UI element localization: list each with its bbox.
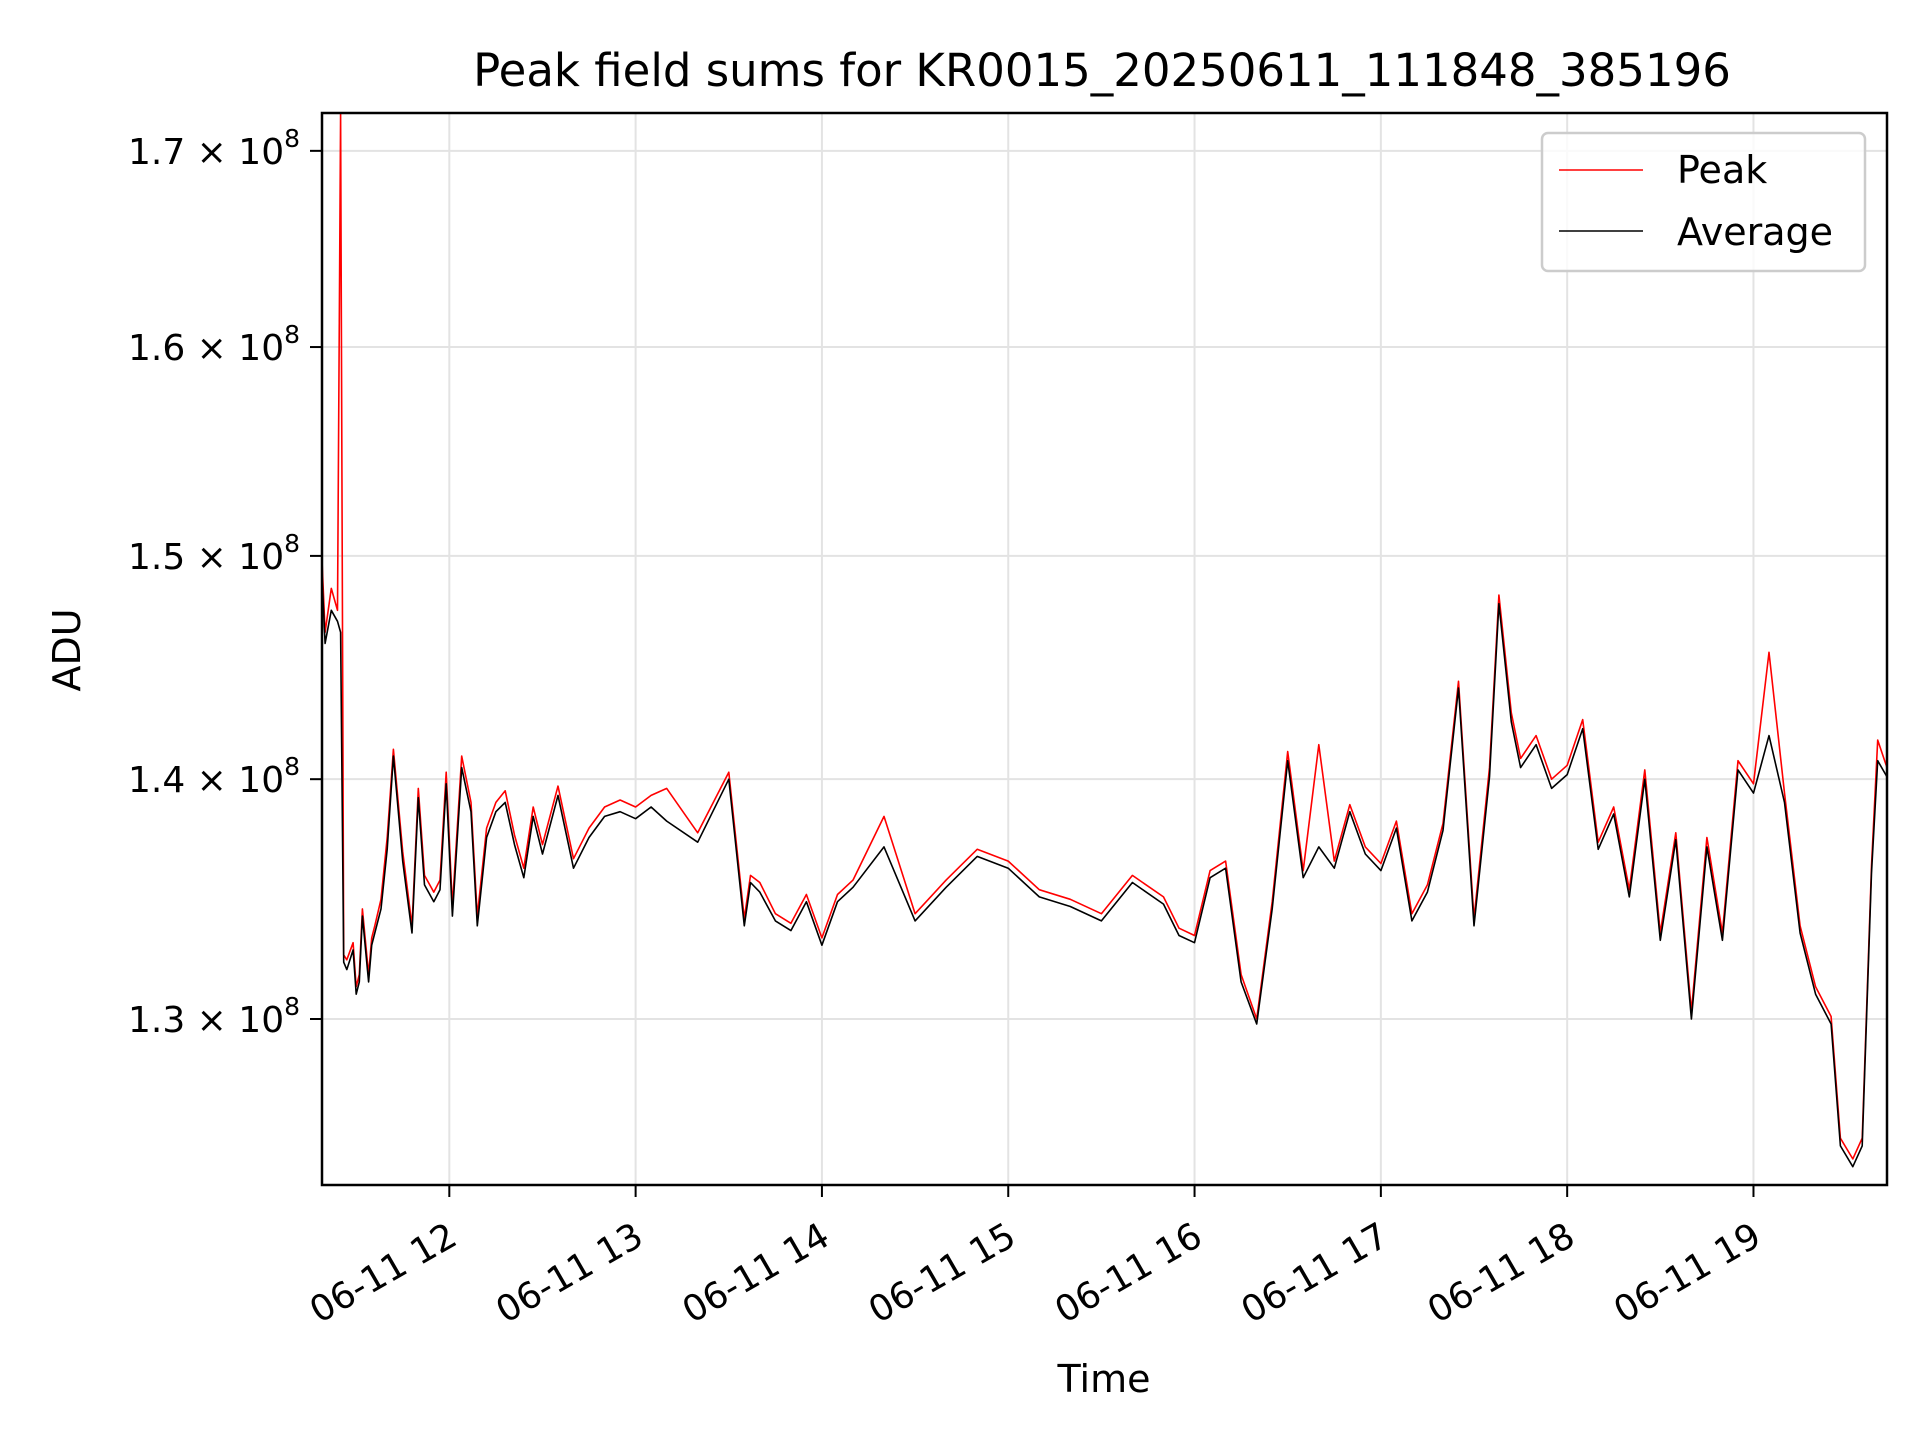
- y-tick-exponent: 8: [284, 752, 300, 781]
- y-tick-label: 1.7 × 108: [128, 124, 300, 173]
- y-tick-mantissa: 1.4: [128, 760, 185, 801]
- y-tick-exponent: 8: [284, 124, 300, 153]
- y-tick-label: 1.4 × 108: [128, 752, 300, 801]
- y-tick-label: 1.3 × 108: [128, 992, 300, 1041]
- y-tick-base: × 10: [185, 537, 284, 578]
- x-axis-label: Time: [1057, 1357, 1151, 1401]
- plot-frame: [320, 111, 1889, 1187]
- y-axis-label: ADU: [45, 608, 89, 691]
- y-tick-mantissa: 1.5: [128, 537, 185, 578]
- legend: Peak Average: [1540, 131, 1867, 273]
- chart-title: Peak field sums for KR0015_20250611_1118…: [473, 44, 1731, 97]
- y-tick-exponent: 8: [284, 529, 300, 558]
- grid-lines: [322, 113, 1887, 1185]
- series-layer: [322, 113, 1887, 1168]
- series-average-line: [322, 577, 1887, 1168]
- y-tick-mantissa: 1.7: [128, 132, 185, 173]
- y-tick-base: × 10: [185, 1000, 284, 1041]
- y-tick-base: × 10: [185, 132, 284, 173]
- y-tick-base: × 10: [185, 760, 284, 801]
- y-tick-exponent: 8: [284, 320, 300, 349]
- legend-average-label: Average: [1677, 210, 1833, 254]
- y-tick-base: × 10: [185, 328, 284, 369]
- y-tick-exponent: 8: [284, 992, 300, 1021]
- y-tick-label: 1.5 × 108: [128, 529, 300, 578]
- legend-peak-label: Peak: [1677, 148, 1767, 192]
- y-tick-mantissa: 1.6: [128, 328, 185, 369]
- y-tick-mantissa: 1.3: [128, 1000, 185, 1041]
- legend-box: [1540, 131, 1867, 273]
- y-tick-label: 1.6 × 108: [128, 320, 300, 369]
